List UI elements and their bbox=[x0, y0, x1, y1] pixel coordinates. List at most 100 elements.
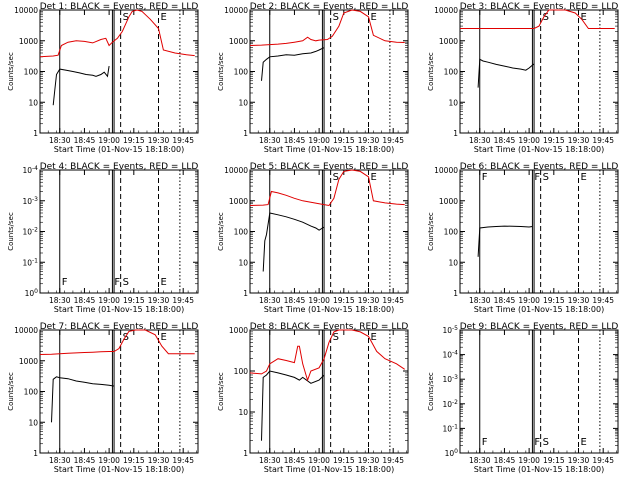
x-axis-label: Start Time (01-Nov-15 18:18:00) bbox=[54, 465, 184, 474]
x-tick-label: 19:00 bbox=[518, 136, 540, 145]
x-tick-label: 19:30 bbox=[568, 456, 590, 465]
x-tick-label: 19:45 bbox=[172, 296, 194, 305]
y-axis-label: Counts/sec bbox=[7, 212, 15, 251]
events-series-line bbox=[261, 370, 325, 441]
event-marker-label: F bbox=[534, 437, 540, 448]
y-tick-label: 1 bbox=[243, 449, 248, 458]
event-marker-label: F bbox=[62, 277, 68, 288]
events-series-line bbox=[261, 47, 325, 81]
y-axis-label: Counts/sec bbox=[217, 212, 225, 251]
x-tick-label: 19:15 bbox=[543, 456, 565, 465]
x-tick-label: 18:30 bbox=[469, 136, 491, 145]
panel-det-5: Det 5: BLACK = Events, RED = LLD 1 10 100 10… bbox=[217, 162, 409, 314]
y-tick-exponent: -1 bbox=[32, 257, 38, 264]
y-tick-label: 10000 bbox=[224, 6, 248, 15]
x-tick-label: 19:45 bbox=[592, 136, 614, 145]
panel-det-3: Det 3: BLACK = Events, RED = LLD 1 10 100 10… bbox=[427, 2, 619, 154]
x-tick-label: 18:45 bbox=[284, 296, 306, 305]
y-tick-label: 10-1 bbox=[442, 423, 458, 433]
x-tick-label: 18:45 bbox=[74, 456, 96, 465]
y-tick-exponent: 0 bbox=[454, 448, 458, 455]
x-tick-label: 18:45 bbox=[494, 296, 516, 305]
y-tick-label: 1 bbox=[33, 449, 38, 458]
panel-det-1: Det 1: BLACK = Events, RED = LLD 1 10 100 10… bbox=[7, 2, 199, 154]
x-axis-label: Start Time (01-Nov-15 18:18:00) bbox=[264, 305, 394, 314]
event-marker-label: E bbox=[581, 12, 587, 23]
y-tick-label: 100 bbox=[24, 388, 39, 397]
x-tick-label: 19:15 bbox=[543, 296, 565, 305]
y-tick-label: 1 bbox=[453, 289, 458, 298]
panel-det-2: Det 2: BLACK = Events, RED = LLD 1 10 100 10… bbox=[217, 2, 409, 154]
y-tick-label: 10000 bbox=[224, 166, 248, 175]
y-tick-exponent: 0 bbox=[34, 288, 38, 295]
event-marker-label: F bbox=[114, 277, 120, 288]
lld-series-line bbox=[460, 9, 615, 29]
y-tick-label: 10-2 bbox=[22, 227, 38, 237]
y-tick-label: 100 bbox=[444, 228, 459, 237]
y-tick-label: 1000 bbox=[439, 37, 458, 46]
x-tick-label: 18:30 bbox=[49, 136, 71, 145]
plot-frame bbox=[39, 9, 199, 134]
y-tick-label: 100 bbox=[25, 288, 39, 298]
x-tick-label: 19:00 bbox=[518, 296, 540, 305]
panel-title: Det 8: BLACK = Events, RED = LLD bbox=[250, 322, 409, 332]
panel-title: Det 5: BLACK = Events, RED = LLD bbox=[250, 162, 409, 172]
y-tick-label: 100 bbox=[444, 68, 459, 77]
y-tick-label: 10 bbox=[238, 408, 248, 417]
events-series-line bbox=[52, 66, 110, 106]
y-tick-label: 10-3 bbox=[22, 196, 38, 206]
x-tick-label: 19:45 bbox=[592, 456, 614, 465]
events-series-line bbox=[262, 212, 325, 272]
x-tick-label: 18:45 bbox=[494, 136, 516, 145]
event-marker-label: E bbox=[581, 437, 587, 448]
y-tick-label: 1000 bbox=[229, 37, 248, 46]
event-marker-label: E bbox=[161, 277, 167, 288]
panel-det-8: Det 8: BLACK = Events, RED = LLD 1 10 100 10… bbox=[217, 322, 409, 474]
y-tick-label: 1 bbox=[243, 289, 248, 298]
y-axis-label: Counts/sec bbox=[427, 372, 435, 411]
x-tick-label: 18:30 bbox=[469, 456, 491, 465]
y-tick-label: 10 bbox=[28, 418, 38, 427]
y-tick-label: 1000 bbox=[19, 37, 38, 46]
plot-frame bbox=[249, 169, 409, 294]
panel-title: Det 7: BLACK = Events, RED = LLD bbox=[40, 322, 199, 332]
x-tick-label: 18:45 bbox=[74, 136, 96, 145]
y-tick-label: 100 bbox=[234, 228, 249, 237]
y-tick-label: 10000 bbox=[14, 326, 38, 335]
y-axis-label: Counts/sec bbox=[427, 212, 435, 251]
y-axis-label: Counts/sec bbox=[7, 52, 15, 91]
y-tick-label: 10-5 bbox=[442, 325, 458, 335]
y-tick-label: 10 bbox=[448, 258, 458, 267]
x-tick-label: 18:30 bbox=[259, 136, 281, 145]
y-tick-label: 10 bbox=[448, 98, 458, 107]
y-tick-label: 10-4 bbox=[442, 350, 458, 360]
x-tick-label: 19:15 bbox=[333, 136, 355, 145]
x-tick-label: 19:00 bbox=[98, 296, 120, 305]
y-tick-label: 1 bbox=[243, 129, 248, 138]
y-tick-label: 1000 bbox=[229, 326, 248, 335]
lld-series-line bbox=[39, 329, 195, 355]
event-marker-label: E bbox=[581, 172, 587, 183]
event-marker-label: F bbox=[482, 172, 488, 183]
panel-det-4: Det 4: BLACK = Events, RED = LLD 100 10-1 1… bbox=[7, 162, 199, 314]
event-marker-label: E bbox=[161, 332, 167, 343]
y-tick-label: 100 bbox=[445, 448, 459, 458]
y-axis-label: Counts/sec bbox=[217, 52, 225, 91]
y-tick-label: 10000 bbox=[434, 6, 458, 15]
events-series-line bbox=[51, 376, 115, 423]
x-tick-label: 19:15 bbox=[123, 136, 145, 145]
x-tick-label: 19:30 bbox=[148, 136, 170, 145]
x-tick-label: 19:15 bbox=[333, 456, 355, 465]
panel-title: Det 1: BLACK = Events, RED = LLD bbox=[40, 2, 199, 12]
panel-det-9: Det 9: BLACK = Events, RED = LLD 100 10-1 1… bbox=[427, 322, 619, 474]
y-tick-label: 10-2 bbox=[442, 399, 458, 409]
y-tick-exponent: -3 bbox=[32, 196, 38, 203]
x-tick-label: 18:45 bbox=[494, 456, 516, 465]
y-tick-label: 10-4 bbox=[22, 165, 38, 175]
x-axis-label: Start Time (01-Nov-15 18:18:00) bbox=[474, 305, 604, 314]
x-tick-label: 19:15 bbox=[543, 136, 565, 145]
event-marker-label: S bbox=[333, 332, 339, 343]
event-marker-label: S bbox=[333, 172, 339, 183]
y-axis-label: Counts/sec bbox=[217, 372, 225, 411]
